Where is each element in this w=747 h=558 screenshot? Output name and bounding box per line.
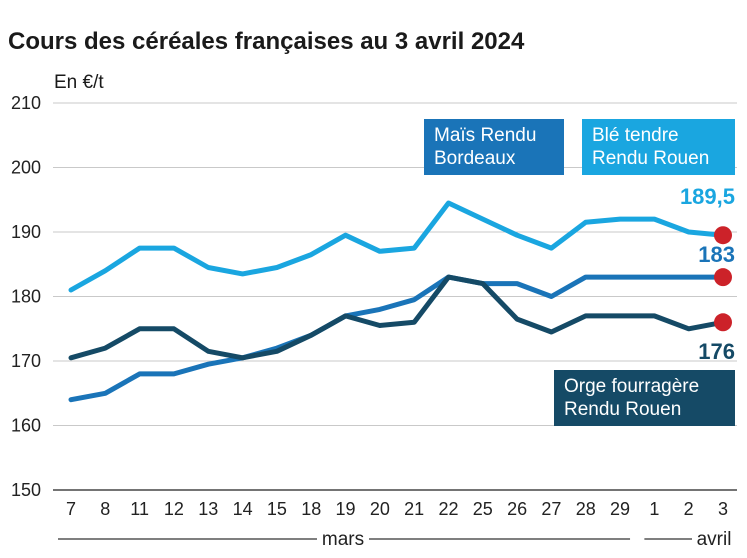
legend-label: Maïs Rendu bbox=[434, 125, 536, 146]
series-line-bl-tendre-rendu-rouen bbox=[68, 200, 726, 293]
x-tick-label: 14 bbox=[233, 499, 253, 519]
x-tick-labels: 7 8 11 12 13 14 15 18 19 20 21 22 25 26 27 28 29 1 2 3 bbox=[66, 499, 728, 519]
end-point-marker bbox=[714, 268, 732, 287]
legend-label: Blé tendre bbox=[592, 125, 679, 146]
legend-label: Bordeaux bbox=[434, 148, 516, 169]
x-tick-label: 19 bbox=[336, 499, 356, 519]
x-tick-label: 15 bbox=[267, 499, 287, 519]
y-tick-label: 200 bbox=[11, 158, 41, 178]
x-tick-label: 12 bbox=[164, 499, 184, 519]
x-tick-label: 8 bbox=[100, 499, 110, 519]
series-line-orge-fourrag-re-rendu-rouen bbox=[68, 274, 726, 361]
legend-box bbox=[554, 370, 735, 426]
chart-title: Cours des céréales françaises au 3 avril… bbox=[8, 28, 525, 55]
x-tick-label: 18 bbox=[301, 499, 321, 519]
x-tick-label: 2 bbox=[684, 499, 694, 519]
y-tick-label: 180 bbox=[11, 287, 41, 307]
series-lines bbox=[68, 200, 726, 403]
end-value-label: 183 bbox=[698, 242, 735, 267]
gridlines bbox=[53, 102, 737, 491]
y-tick-label: 170 bbox=[11, 351, 41, 371]
legend-box bbox=[582, 119, 735, 175]
y-tick-label: 150 bbox=[11, 480, 41, 500]
y-tick-label: 210 bbox=[11, 93, 41, 113]
x-tick-label: 22 bbox=[438, 499, 458, 519]
end-value-labels: 189,5 183 176 bbox=[680, 184, 735, 364]
x-tick-label: 1 bbox=[649, 499, 659, 519]
x-tick-label: 26 bbox=[507, 499, 527, 519]
end-markers bbox=[714, 226, 732, 332]
legend-box bbox=[424, 119, 564, 175]
x-tick-label: 29 bbox=[610, 499, 630, 519]
y-axis-label: En €/t bbox=[54, 72, 104, 93]
end-value-label: 176 bbox=[698, 339, 735, 364]
series-line-ma-s-rendu-bordeaux bbox=[68, 274, 726, 403]
month-label-mars: mars bbox=[322, 529, 364, 550]
y-tick-label: 190 bbox=[11, 222, 41, 242]
y-tick-labels: 150 160 170 180 190 200 210 bbox=[11, 93, 41, 500]
month-axis: mars avril bbox=[58, 529, 731, 550]
x-tick-label: 7 bbox=[66, 499, 76, 519]
legend-label: Rendu Rouen bbox=[592, 148, 709, 169]
x-tick-label: 21 bbox=[404, 499, 424, 519]
x-tick-label: 20 bbox=[370, 499, 390, 519]
x-tick-label: 28 bbox=[576, 499, 596, 519]
x-tick-label: 11 bbox=[130, 499, 149, 519]
x-tick-label: 27 bbox=[541, 499, 561, 519]
y-tick-label: 160 bbox=[11, 416, 41, 436]
x-tick-label: 25 bbox=[473, 499, 493, 519]
x-tick-label: 3 bbox=[718, 499, 728, 519]
legend-label: Orge fourragère bbox=[564, 376, 699, 397]
legend-label: Rendu Rouen bbox=[564, 399, 681, 420]
end-value-label: 189,5 bbox=[680, 184, 735, 209]
month-label-avril: avril bbox=[697, 529, 732, 550]
x-tick-label: 13 bbox=[198, 499, 218, 519]
end-point-marker bbox=[714, 313, 732, 332]
end-point-marker bbox=[714, 226, 732, 245]
